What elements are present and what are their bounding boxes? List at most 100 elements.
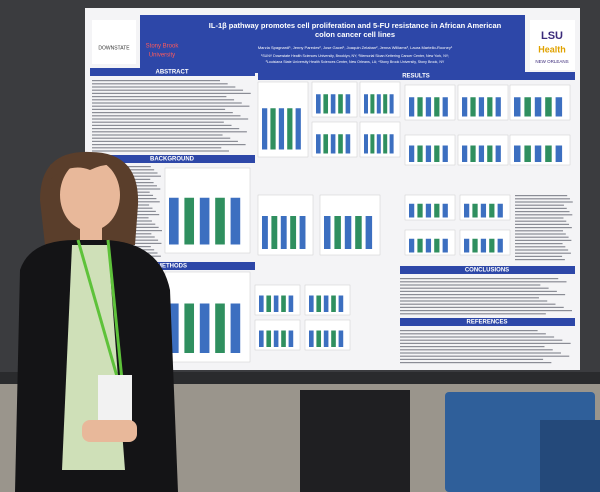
logo-text: Health: [538, 44, 566, 54]
figure-bar: [442, 145, 448, 162]
figure-bar: [495, 97, 501, 117]
lanyard: [76, 239, 124, 381]
figure-bar: [184, 197, 195, 245]
text-line: [515, 255, 563, 257]
section-header: ABSTRACT: [156, 70, 189, 76]
figure-bar: [497, 203, 503, 218]
figure-bar: [331, 330, 336, 347]
text-line: [92, 112, 233, 114]
logo-box: [530, 20, 575, 70]
figure-bar: [344, 216, 352, 249]
figure-bar: [184, 303, 195, 353]
poster-affiliation: ¹SUNY Downstate Health Sciences Universi…: [261, 54, 449, 58]
text-line: [515, 236, 569, 238]
chair: [540, 420, 600, 492]
poster-header: [140, 15, 525, 73]
text-line: [92, 124, 232, 126]
text-line: [515, 211, 570, 213]
section-bar: [258, 72, 575, 80]
text-line: [515, 243, 563, 245]
figure-bar: [389, 134, 394, 154]
figure-bar: [169, 303, 179, 353]
figure-bar: [338, 330, 344, 347]
figure-bar: [409, 97, 415, 117]
text-line: [515, 220, 567, 222]
poster-affiliation: ³Louisiana State University Health Scien…: [266, 60, 445, 64]
logo-box: [92, 20, 136, 64]
figure-bar: [364, 134, 368, 154]
figure-bar: [495, 145, 501, 162]
figure-bar: [334, 216, 341, 249]
text-line: [400, 339, 563, 341]
figure-bar: [273, 330, 279, 347]
figure-bar: [309, 295, 314, 312]
figure-bar: [472, 238, 478, 253]
figure-bar: [266, 295, 272, 312]
poster-authors: Marzia Spagnardi¹, Jenny Paredes², Jose …: [258, 45, 453, 50]
figure-bar: [487, 145, 493, 162]
text-line: [400, 349, 553, 351]
text-line: [400, 362, 552, 364]
text-line: [400, 342, 571, 344]
figure-bar: [278, 108, 285, 150]
figure-bar: [316, 94, 321, 114]
poster-body: [92, 80, 573, 365]
figure-bar: [330, 94, 336, 114]
figure-bar: [434, 145, 440, 162]
text-line: [92, 134, 223, 136]
figure-bar: [478, 145, 485, 162]
section-bar: [90, 155, 255, 163]
poster-title: IL-1β pathway promotes cell proliferatio…: [209, 21, 502, 30]
figure-bar: [169, 197, 179, 245]
figure-bar: [417, 145, 423, 162]
figure-bar: [376, 94, 381, 114]
figure-bar: [273, 295, 279, 312]
figure-bar: [370, 134, 375, 154]
text-line: [400, 306, 564, 308]
text-line: [400, 303, 556, 305]
text-line: [92, 140, 238, 142]
figure-bar: [489, 203, 495, 218]
badge: [98, 375, 132, 421]
text-line: [400, 355, 570, 357]
figure-bar: [271, 216, 278, 249]
text-line: [515, 233, 566, 235]
figure-bar: [425, 97, 432, 117]
figure-bar: [442, 203, 448, 218]
figure-bar: [288, 330, 294, 347]
figure-bar: [383, 94, 388, 114]
section-bar: [400, 318, 575, 326]
text-line: [400, 290, 557, 292]
figure-bar: [417, 238, 423, 253]
text-line: [92, 80, 220, 82]
figure-bar: [434, 97, 440, 117]
text-line: [92, 92, 251, 94]
figure-bar: [288, 295, 294, 312]
text-line: [400, 346, 545, 348]
figure-bar: [417, 97, 423, 117]
text-line: [92, 128, 240, 130]
text-line: [515, 195, 568, 197]
figure-bar: [364, 94, 368, 114]
figure-bar: [383, 134, 388, 154]
section-bar: [90, 262, 255, 270]
figure-bar: [534, 97, 542, 117]
figure-bar: [409, 238, 415, 253]
figure-bar: [299, 216, 306, 249]
figure-bar: [545, 145, 552, 162]
figure-bar: [259, 295, 264, 312]
logo-text: Stony Brook: [146, 44, 180, 50]
text-line: [400, 330, 538, 332]
figure-bar: [316, 330, 322, 347]
figure-bar: [425, 203, 432, 218]
figure-bar: [555, 145, 563, 162]
figure-bar: [389, 94, 394, 114]
text-line: [400, 333, 546, 335]
figure-bar: [323, 134, 329, 154]
figure-bar: [442, 97, 448, 117]
figure-bar: [524, 145, 531, 162]
figure-bar: [330, 134, 336, 154]
figure-bar: [230, 303, 241, 353]
figure-bar: [555, 97, 563, 117]
text-line: [400, 278, 559, 280]
